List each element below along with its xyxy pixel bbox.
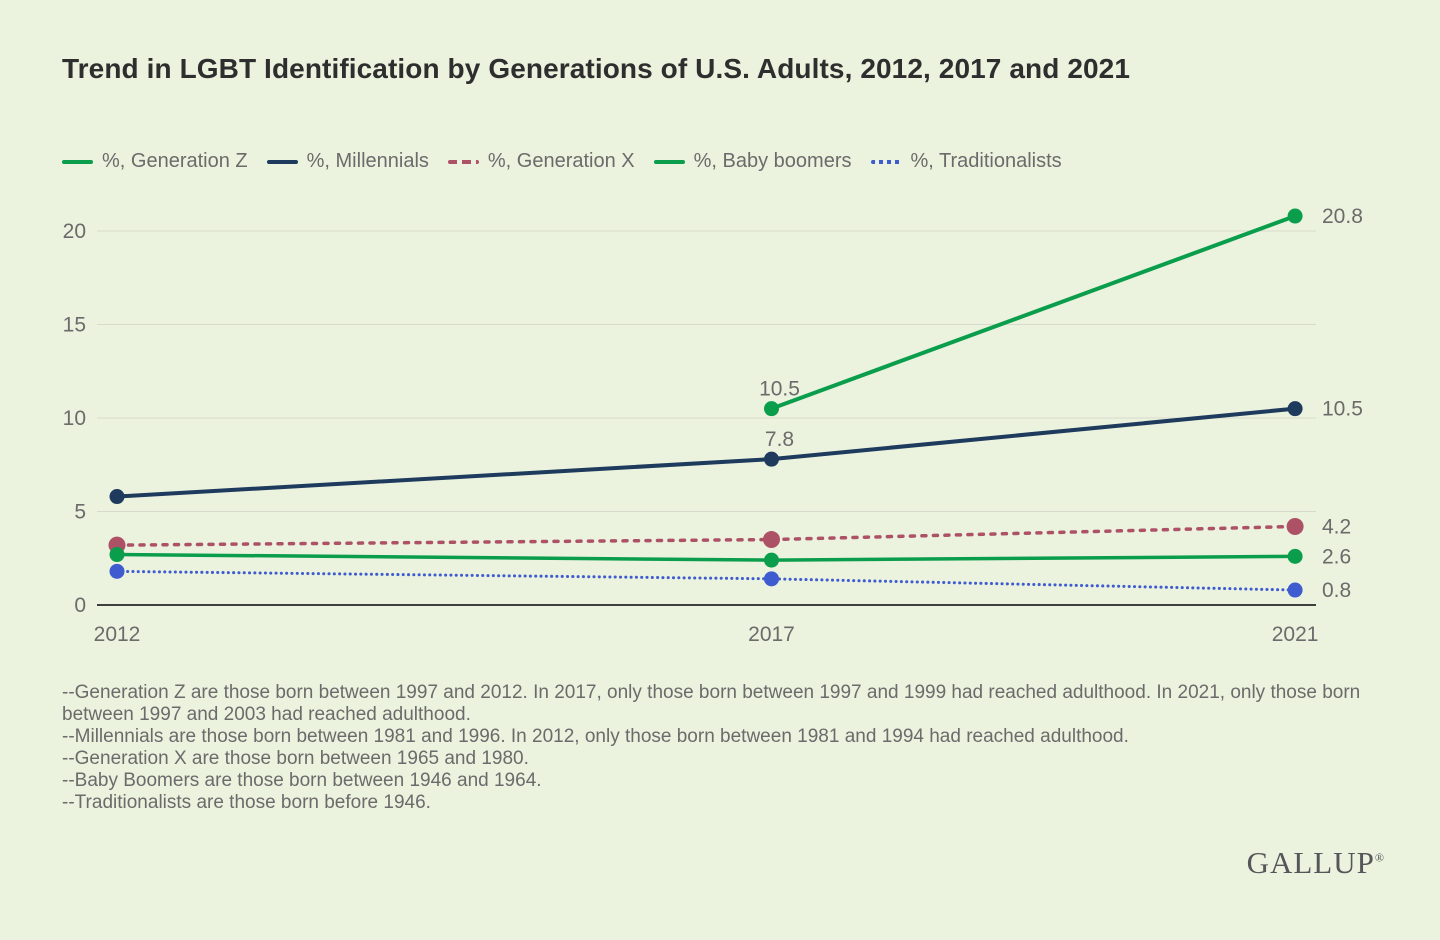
legend-label: %, Traditionalists [910, 150, 1062, 172]
series-line-traditionalists [115, 569, 1297, 592]
data-point-baby-boomers [109, 547, 125, 563]
series-line-baby-boomers [115, 552, 1297, 562]
legend-label: %, Generation Z [102, 150, 248, 172]
value-label-millennials: 7.8 [765, 428, 794, 451]
data-point-baby-boomers [764, 552, 779, 568]
gallup-logo: GALLUP® [1247, 845, 1384, 881]
solid-line-swatch-icon [62, 159, 93, 164]
value-label-generation-x: 4.2 [1322, 515, 1351, 538]
legend-item-traditionalists: %, Traditionalists [870, 150, 1062, 173]
footnote-generation-x: --Generation X are those born between 19… [62, 748, 529, 769]
x-tick-label: 2021 [1272, 623, 1319, 646]
value-label-millennials: 10.5 [1322, 398, 1363, 421]
dotted-line-swatch-icon [870, 159, 902, 164]
y-tick-label: 10 [63, 407, 86, 430]
data-point-millennials [1287, 401, 1303, 417]
footnote-generation-z: --Generation Z are those born between 19… [62, 682, 1361, 725]
series-line-millennials [115, 406, 1298, 499]
data-point-millennials [109, 489, 125, 505]
data-point-generation-z [764, 401, 779, 417]
legend-item-baby-boomers: %, Baby boomers [653, 150, 852, 173]
dashed-line-swatch-icon [447, 159, 479, 164]
y-tick-label: 5 [74, 501, 86, 524]
data-point-generation-x [1286, 517, 1304, 535]
x-tick-label: 2017 [748, 623, 795, 646]
legend-label: %, Generation X [487, 150, 635, 172]
legend-item-generation-x: %, Generation X [447, 150, 635, 173]
data-point-generation-x [763, 531, 780, 549]
data-point-traditionalists [764, 571, 779, 587]
data-point-generation-z [1287, 208, 1303, 224]
legend-label: %, Baby boomers [693, 150, 852, 172]
y-tick-label: 20 [63, 220, 86, 243]
data-point-traditionalists [1287, 582, 1303, 598]
series-line-generation-x [115, 524, 1297, 547]
legend: %, Generation Z %, Millennials %, Generati… [62, 150, 1062, 173]
value-label-traditionalists: 0.8 [1322, 579, 1351, 602]
footnote-millennials: --Millennials are those born between 198… [62, 726, 1129, 747]
legend-label: %, Millennials [306, 150, 429, 172]
y-tick-label: 0 [74, 594, 86, 617]
gallup-logo-text: GALLUP [1246, 845, 1375, 880]
chart-title: Trend in LGBT Identification by Generati… [62, 53, 1131, 84]
solid-line-swatch-icon [266, 159, 298, 164]
solid-line-swatch-icon [653, 159, 685, 164]
footnote-baby-boomers: --Baby Boomers are those born between 19… [62, 770, 542, 791]
series-line-generation-z [769, 214, 1298, 411]
value-label-generation-z: 20.8 [1322, 205, 1363, 228]
footnote-traditionalists: --Traditionalists are those born before … [62, 792, 431, 813]
value-label-generation-z: 10.5 [759, 378, 800, 401]
data-point-traditionalists [109, 563, 125, 579]
registered-mark: ® [1374, 850, 1384, 865]
value-label-baby-boomers: 2.6 [1322, 545, 1351, 568]
footnotes: --Generation Z are those born between 19… [62, 682, 1384, 814]
data-point-millennials [764, 451, 779, 467]
data-point-baby-boomers [1287, 548, 1303, 564]
y-tick-label: 15 [63, 314, 86, 337]
legend-item-millennials: %, Millennials [266, 150, 429, 173]
legend-item-generation-z: %, Generation Z [62, 150, 248, 173]
x-tick-label: 2012 [94, 623, 141, 646]
